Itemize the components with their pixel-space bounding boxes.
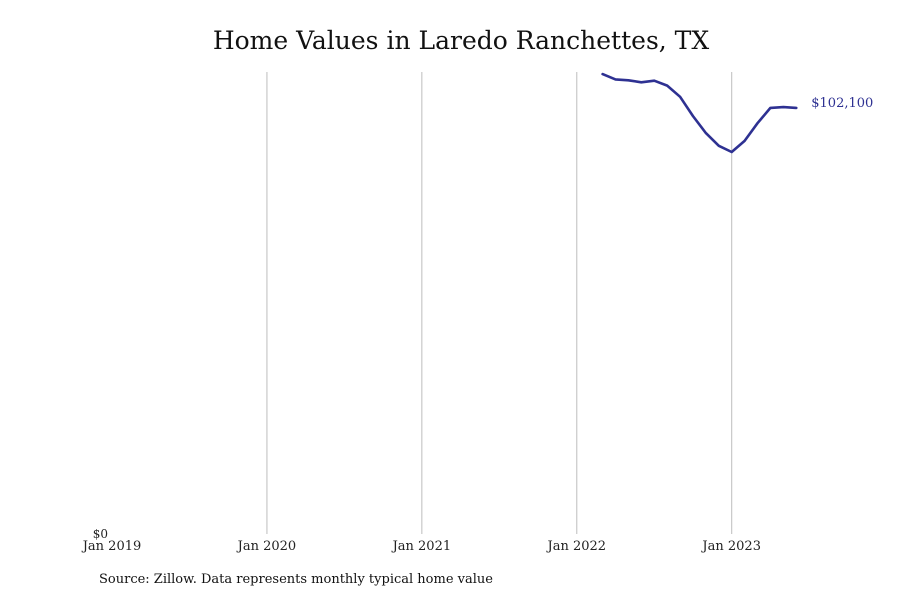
gridlines <box>266 72 733 534</box>
x-tick-label: Jan 2020 <box>236 539 297 554</box>
source-note: Source: Zillow. Data represents monthly … <box>99 572 493 587</box>
series-end-label: $102,100 <box>811 96 873 111</box>
y-axis-ticks: $0 <box>93 527 108 541</box>
series-end-labels: $102,100 <box>811 96 873 111</box>
y-tick-label: $0 <box>93 527 108 541</box>
series-line <box>601 72 798 154</box>
x-tick-label: Jan 2023 <box>700 539 761 554</box>
x-tick-label: Jan 2021 <box>391 539 452 554</box>
x-tick-label: Jan 2019 <box>81 539 142 554</box>
x-tick-label: Jan 2022 <box>546 539 607 554</box>
chart-title: Home Values in Laredo Ranchettes, TX <box>212 26 710 55</box>
x-axis-ticks: Jan 2019 Jan 2020 Jan 2021 Jan 2022 Jan 2023 <box>81 539 761 554</box>
series-lines <box>601 72 798 154</box>
